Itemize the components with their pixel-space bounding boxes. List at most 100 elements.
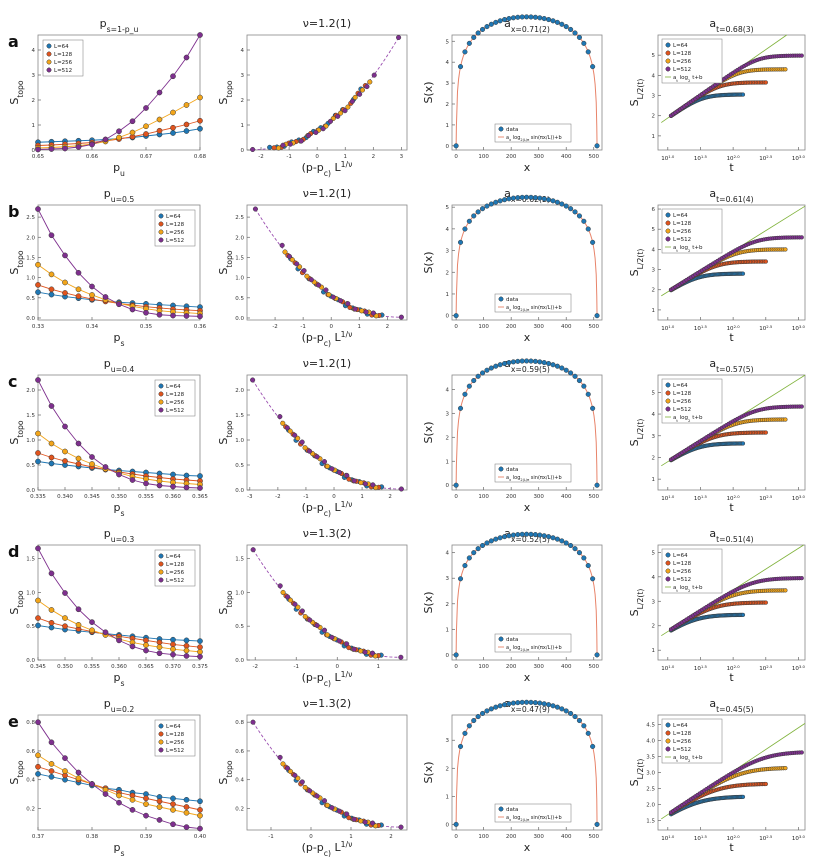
data-point bbox=[62, 290, 68, 296]
data-point bbox=[197, 825, 203, 832]
y-tick-label: 4 bbox=[652, 73, 656, 79]
legend bbox=[661, 208, 723, 254]
data-point bbox=[321, 459, 328, 465]
x-axis-label: x bbox=[524, 671, 531, 684]
data-point bbox=[457, 64, 464, 70]
x-tick-label: -1 bbox=[300, 324, 305, 330]
y-tick-label: 0.4 bbox=[235, 778, 244, 784]
data-point bbox=[336, 808, 342, 814]
x-axis-label: t bbox=[729, 331, 734, 344]
data-point bbox=[48, 286, 55, 293]
data-point bbox=[299, 439, 305, 445]
y-tick-label: 1.0 bbox=[26, 276, 35, 282]
data-point bbox=[75, 144, 82, 150]
data-point bbox=[763, 80, 768, 85]
data-point bbox=[35, 458, 41, 465]
plot-frame bbox=[246, 204, 408, 321]
legend-label: L=64 bbox=[673, 213, 688, 219]
data-point bbox=[550, 535, 556, 541]
legend-label: L=64 bbox=[673, 723, 688, 729]
y-tick-label: 1.5 bbox=[26, 413, 35, 419]
data-point bbox=[532, 532, 538, 538]
data-point bbox=[493, 536, 499, 542]
panel-entanglement-profile: 0 100 200 300 400 500 0 1 2 3 4 ax=0.52(5) x S(x) data… bbox=[422, 527, 603, 684]
x-tick-label: 101.5 bbox=[694, 154, 708, 163]
x-axis-label: ps bbox=[114, 501, 125, 518]
y-tick-label: 2 bbox=[241, 98, 245, 104]
data-point bbox=[48, 440, 55, 447]
data-point bbox=[156, 482, 163, 489]
data-point bbox=[302, 784, 308, 790]
data-point bbox=[48, 291, 55, 298]
data-point bbox=[321, 627, 328, 633]
data-point bbox=[466, 218, 472, 224]
y-tick-label: 1.5 bbox=[26, 557, 35, 563]
x-tick-label: 0.345 bbox=[30, 664, 46, 670]
data-point bbox=[497, 703, 503, 709]
panel-time-evolution: 101.0 101.5 102.0 102.5 103.0 1 2 3 4 5 at=0.68(3)… bbox=[628, 17, 806, 174]
x-tick-label: 1 bbox=[343, 154, 347, 160]
data-point bbox=[62, 768, 68, 774]
y-axis-label: S(x) bbox=[422, 421, 435, 443]
data-point bbox=[568, 26, 574, 33]
data-point bbox=[398, 824, 404, 830]
legend-label: at log2 t+b bbox=[673, 75, 703, 83]
legend-marker bbox=[158, 221, 164, 227]
x-tick-label: 0.355 bbox=[138, 494, 154, 500]
x-tick-label: 0.67 bbox=[140, 154, 153, 160]
plot-frame bbox=[246, 374, 408, 491]
plot-frame bbox=[451, 374, 603, 491]
data-point bbox=[183, 128, 190, 134]
data-point bbox=[488, 538, 494, 544]
data-point bbox=[345, 104, 351, 110]
data-point bbox=[497, 362, 503, 368]
data-point bbox=[783, 588, 788, 593]
data-point bbox=[398, 314, 404, 320]
data-point bbox=[740, 92, 746, 97]
y-tick-label: 1 bbox=[652, 134, 656, 140]
y-tick-label: 1 bbox=[446, 123, 450, 129]
data-point bbox=[537, 15, 543, 21]
data-point bbox=[143, 123, 149, 130]
x-tick-label: 100 bbox=[478, 324, 489, 330]
data-point bbox=[197, 807, 203, 813]
collapse-fit-curve bbox=[252, 379, 402, 490]
data-point bbox=[457, 405, 464, 411]
data-point bbox=[541, 196, 547, 202]
data-point bbox=[581, 40, 587, 46]
x-tick-label: -2 bbox=[275, 494, 280, 500]
data-point bbox=[554, 536, 560, 542]
data-point bbox=[550, 198, 556, 204]
data-point bbox=[799, 576, 804, 581]
data-point bbox=[62, 615, 68, 621]
x-tick-label: 0.38 bbox=[86, 834, 99, 840]
data-point bbox=[102, 464, 109, 470]
panel-collapse: -2 -1 0 1 2 3 0 1 2 3 4 ν=1.2(1) (p-pc) L1/ν Stopo bbox=[217, 17, 408, 178]
data-point bbox=[358, 818, 364, 824]
data-point bbox=[35, 430, 41, 437]
x-tick-label: 103.0 bbox=[792, 154, 806, 163]
row-label: a bbox=[8, 32, 19, 51]
data-point bbox=[170, 73, 176, 80]
data-point bbox=[183, 54, 190, 61]
data-point bbox=[554, 704, 560, 710]
x-tick-label: 102.5 bbox=[759, 324, 773, 333]
data-point bbox=[75, 606, 82, 613]
data-point bbox=[338, 110, 344, 116]
legend-marker bbox=[665, 390, 671, 396]
data-point bbox=[102, 136, 109, 143]
panel-entanglement-profile: 0 100 200 300 400 500 0 1 2 3 4 5 ax=0.71(2) x S(x) dat… bbox=[422, 14, 603, 174]
y-tick-label: 0 bbox=[446, 822, 450, 828]
x-tick-label: 100 bbox=[478, 834, 489, 840]
data-point bbox=[183, 484, 190, 491]
data-point bbox=[480, 370, 486, 376]
x-tick-label: 300 bbox=[533, 494, 544, 500]
legend-label: L=128 bbox=[166, 732, 185, 738]
row-c: c0.335 0.340 0.345 0.350 0.355 0.360 0.3650.00… bbox=[8, 357, 806, 518]
y-tick-label: 2.5 bbox=[26, 215, 35, 221]
legend-label: L=128 bbox=[166, 562, 185, 568]
collapse-fit-curve bbox=[252, 549, 401, 658]
data-point bbox=[197, 638, 203, 644]
data-point bbox=[510, 195, 516, 201]
legend-marker bbox=[158, 407, 164, 413]
